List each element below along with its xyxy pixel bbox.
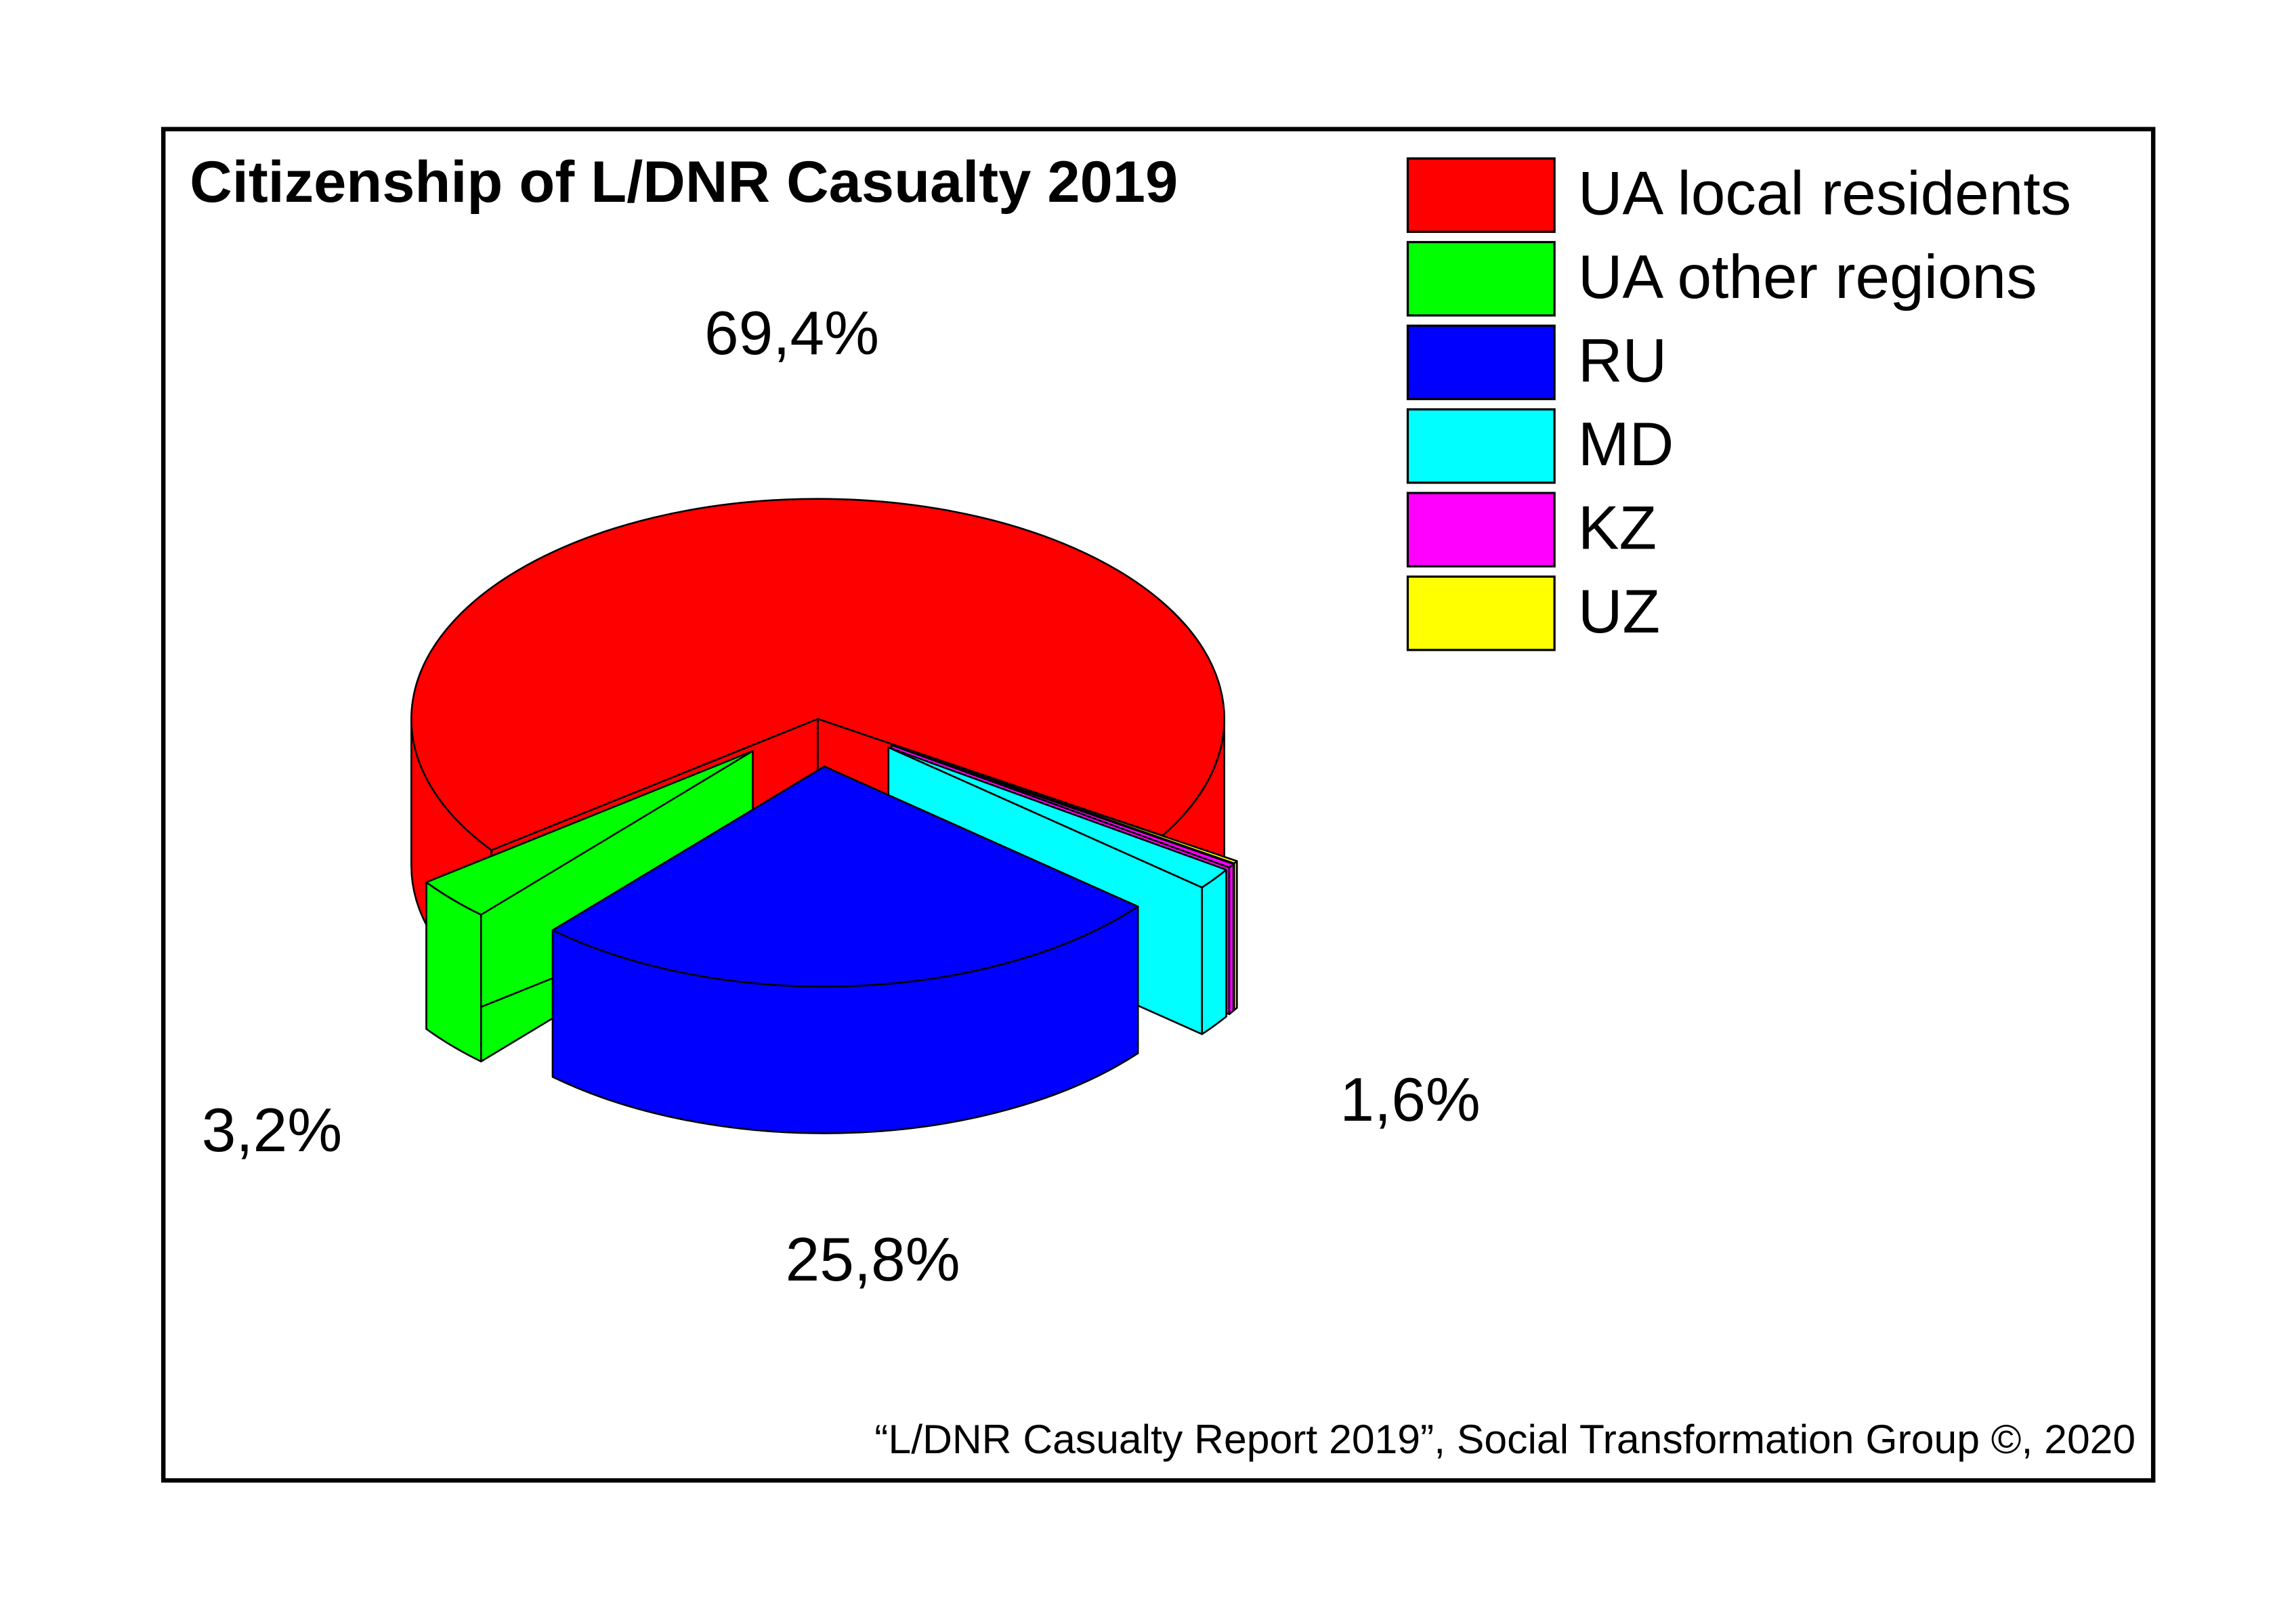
slice-top (890, 744, 1235, 869)
legend-swatch (1406, 157, 1556, 233)
legend-label: UA other regions (1578, 243, 2037, 312)
legend-swatch (1406, 575, 1556, 651)
slice-wall (1233, 860, 1238, 1011)
legend-label: KZ (1578, 494, 1657, 563)
slice-top (410, 498, 1225, 851)
slice-top (887, 746, 1227, 888)
slice-top (425, 750, 754, 916)
legend-label: RU (1578, 327, 1667, 395)
chart-title: Citizenship of L/DNR Casualty 2019 (190, 150, 1178, 215)
source-note: “L/DNR Casualty Report 2019”, Social Tra… (874, 1416, 2135, 1462)
legend-label: MD (1578, 410, 1674, 479)
frame (161, 127, 2156, 1483)
slice-top (891, 744, 1238, 865)
data-label: 25,8% (786, 1226, 960, 1294)
legend-label: UA local residents (1578, 160, 2071, 228)
slice-wall (1201, 869, 1227, 1035)
legend-swatch (1406, 240, 1556, 317)
slice-wall (1228, 863, 1235, 1015)
data-label: 3,2% (202, 1096, 342, 1165)
legend-swatch (1406, 492, 1556, 567)
legend-label: UZ (1578, 578, 1660, 646)
legend-swatch (1406, 324, 1556, 400)
data-label: 1,6% (1340, 1066, 1480, 1134)
slice-top (551, 765, 1139, 988)
legend-swatch (1406, 408, 1556, 484)
data-label: 69,4% (704, 299, 879, 368)
